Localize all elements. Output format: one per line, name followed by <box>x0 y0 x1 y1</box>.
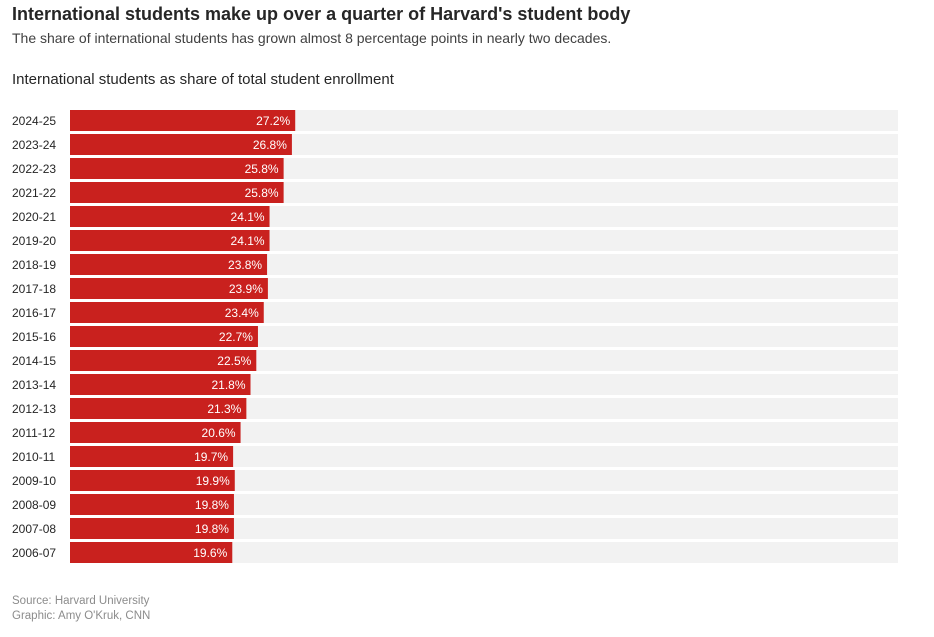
bar-row: 2007-08 19.8% <box>12 518 898 539</box>
bar-track <box>70 230 898 251</box>
bar <box>70 350 257 371</box>
bar-row: 2013-14 21.8% <box>12 374 898 395</box>
data-label: 23.4% <box>225 306 259 320</box>
bar-track <box>70 302 898 323</box>
bar-row: 2009-10 19.9% <box>12 470 898 491</box>
bar-row: 2015-16 22.7% <box>12 326 898 347</box>
chart-title: International students as share of total… <box>12 71 394 88</box>
data-label: 24.1% <box>231 234 265 248</box>
category-label: 2023-24 <box>12 138 56 152</box>
bar <box>70 158 284 179</box>
data-label: 21.8% <box>211 378 245 392</box>
bar-row: 2008-09 19.8% <box>12 494 898 515</box>
category-label: 2008-09 <box>12 498 56 512</box>
bar <box>70 494 234 515</box>
bar-row: 2021-22 25.8% <box>12 182 898 203</box>
data-label: 27.2% <box>256 114 290 128</box>
bar <box>70 326 258 347</box>
bar-track <box>70 254 898 275</box>
bar-row: 2022-23 25.8% <box>12 158 898 179</box>
bar-track <box>70 446 898 467</box>
bar <box>70 230 270 251</box>
bar <box>70 470 235 491</box>
bar <box>70 374 251 395</box>
category-label: 2019-20 <box>12 234 56 248</box>
category-label: 2015-16 <box>12 330 56 344</box>
bar-track <box>70 350 898 371</box>
bar <box>70 206 270 227</box>
bar-track <box>70 494 898 515</box>
bar-row: 2006-07 19.6% <box>12 542 898 563</box>
bar-row: 2020-21 24.1% <box>12 206 898 227</box>
chart-headline: International students make up over a qu… <box>12 4 631 24</box>
bar-track <box>70 470 898 491</box>
category-label: 2011-12 <box>12 426 55 440</box>
category-label: 2017-18 <box>12 282 56 296</box>
data-label: 22.5% <box>217 354 251 368</box>
category-label: 2020-21 <box>12 210 56 224</box>
graphic-credit: Graphic: Amy O'Kruk, CNN <box>12 610 151 622</box>
category-label: 2018-19 <box>12 258 56 272</box>
bar-row: 2012-13 21.3% <box>12 398 898 419</box>
chart-footer: Source: Harvard University Graphic: Amy … <box>12 594 150 624</box>
source-note: Source: Harvard University <box>12 595 150 607</box>
category-label: 2009-10 <box>12 474 56 488</box>
category-label: 2010-11 <box>12 450 55 464</box>
bar <box>70 446 234 467</box>
bar-track <box>70 206 898 227</box>
data-label: 19.7% <box>194 450 228 464</box>
data-label: 19.9% <box>196 474 230 488</box>
data-label: 26.8% <box>253 138 287 152</box>
data-label: 24.1% <box>231 210 265 224</box>
data-label: 25.8% <box>245 162 279 176</box>
bar <box>70 542 233 563</box>
bar-row: 2014-15 22.5% <box>12 350 898 371</box>
bar-track <box>70 374 898 395</box>
bar-track <box>70 278 898 299</box>
bar-row: 2024-25 27.2% <box>12 110 898 131</box>
data-label: 23.9% <box>229 282 263 296</box>
category-label: 2012-13 <box>12 402 56 416</box>
bar-track <box>70 518 898 539</box>
bar-row: 2016-17 23.4% <box>12 302 898 323</box>
data-label: 20.6% <box>202 426 236 440</box>
category-label: 2014-15 <box>12 354 56 368</box>
bar-row: 2017-18 23.9% <box>12 278 898 299</box>
category-label: 2022-23 <box>12 162 56 176</box>
bar-track <box>70 398 898 419</box>
data-label: 23.8% <box>228 258 262 272</box>
bar <box>70 518 234 539</box>
data-label: 21.3% <box>207 402 241 416</box>
bar-row: 2018-19 23.8% <box>12 254 898 275</box>
bar-row: 2010-11 19.7% <box>12 446 898 467</box>
data-label: 25.8% <box>245 186 279 200</box>
bar-row: 2011-12 20.6% <box>12 422 898 443</box>
bar-row: 2019-20 24.1% <box>12 230 898 251</box>
chart-subtitle: The share of international students has … <box>12 30 612 46</box>
category-label: 2016-17 <box>12 306 56 320</box>
bar <box>70 422 241 443</box>
bar <box>70 254 268 275</box>
category-label: 2021-22 <box>12 186 56 200</box>
bar-track <box>70 542 898 563</box>
bar <box>70 302 264 323</box>
bar-track <box>70 326 898 347</box>
bar <box>70 398 247 419</box>
bar <box>70 278 268 299</box>
category-label: 2013-14 <box>12 378 56 392</box>
bar-track <box>70 422 898 443</box>
category-label: 2024-25 <box>12 114 56 128</box>
bar <box>70 134 292 155</box>
data-label: 22.7% <box>219 330 253 344</box>
data-label: 19.8% <box>195 522 229 536</box>
bar <box>70 182 284 203</box>
bar-chart: 2024-25 27.2%2023-24 26.8%2022-23 25.8%2021… <box>12 110 898 563</box>
bar-row: 2023-24 26.8% <box>12 134 898 155</box>
category-label: 2006-07 <box>12 546 56 560</box>
bar <box>70 110 296 131</box>
data-label: 19.8% <box>195 498 229 512</box>
data-label: 19.6% <box>193 546 227 560</box>
category-label: 2007-08 <box>12 522 56 536</box>
